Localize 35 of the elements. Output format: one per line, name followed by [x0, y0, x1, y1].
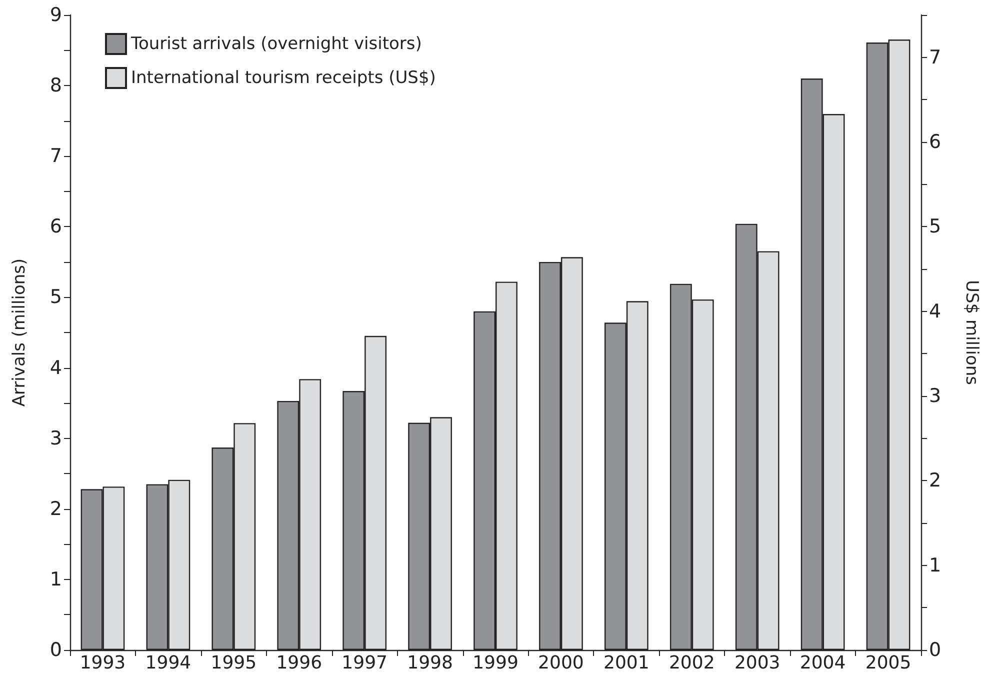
y-tick-label: 7 — [50, 145, 62, 168]
x-tick-label: 2001 — [604, 652, 650, 674]
y-tick-label: 2 — [50, 498, 62, 520]
legend-label: International tourism receipts (US$) — [131, 68, 436, 88]
y-tick-label: 0 — [50, 639, 62, 661]
y-axis-title: Arrivals (millions) — [10, 258, 30, 407]
x-tick-label: 1993 — [80, 652, 126, 674]
y-tick-label: 3 — [50, 427, 62, 450]
y2-tick-label: 2 — [929, 470, 942, 492]
y-tick-label: 9 — [50, 4, 62, 26]
y2-tick-label: 4 — [929, 300, 942, 322]
y2-tick-label: 7 — [929, 46, 942, 68]
x-tick-label: 1994 — [145, 652, 192, 674]
legend-label: Tourist arrivals (overnight visitors) — [130, 34, 422, 54]
x-tick-label: 2000 — [538, 652, 584, 674]
x-tick-label: 1999 — [472, 652, 518, 674]
y2-tick-label: 6 — [929, 131, 942, 153]
y-tick-label: 5 — [50, 286, 62, 308]
y2-tick-label: 1 — [929, 554, 942, 576]
y2-tick-label: 3 — [929, 385, 942, 407]
y-tick-label: 6 — [50, 216, 62, 238]
y-tick-label: 4 — [50, 356, 62, 379]
y2-tick-label: 0 — [929, 639, 942, 661]
x-tick-label: 2002 — [668, 652, 715, 674]
x-tick-label: 1996 — [276, 652, 322, 674]
x-tick-label: 2005 — [865, 652, 912, 674]
y-tick-label: 1 — [50, 568, 62, 590]
x-tick-label: 2003 — [734, 652, 780, 674]
y-tick-label: 8 — [50, 74, 62, 97]
y2-tick-label: 5 — [929, 216, 942, 238]
y2-axis-title: US$ millions — [962, 280, 982, 386]
x-tick-label: 1998 — [407, 652, 453, 674]
x-tick-label: 1995 — [210, 652, 257, 674]
x-tick-label: 2004 — [800, 652, 846, 674]
x-tick-label: 1997 — [342, 652, 388, 674]
